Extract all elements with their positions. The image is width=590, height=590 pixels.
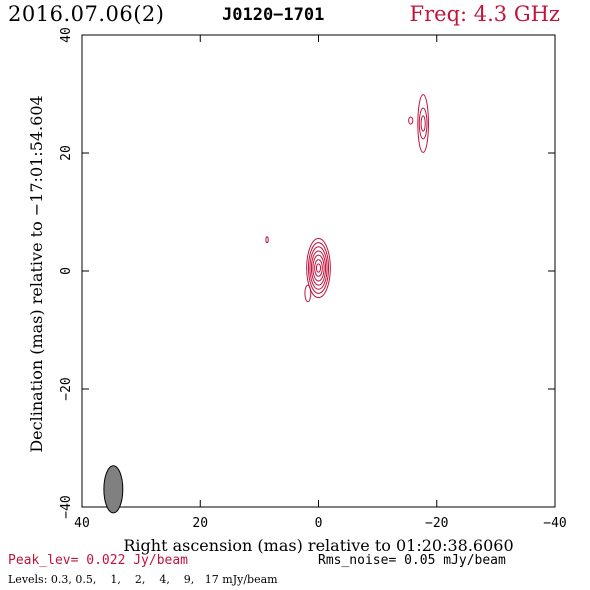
- beam-ellipse: [103, 465, 124, 514]
- contour-line: [310, 250, 327, 286]
- source-name: J0120−1701: [222, 5, 325, 25]
- contour-line: [418, 107, 428, 140]
- plot-frame: [81, 34, 556, 508]
- contour-line: [314, 259, 323, 277]
- y-tick-label: −40: [59, 495, 74, 518]
- contour-line: [306, 238, 331, 299]
- y-tick-label: 40: [59, 27, 74, 43]
- x-tick-label: 0: [315, 516, 323, 531]
- x-tick-label: −20: [425, 516, 448, 531]
- contour-line: [307, 242, 330, 294]
- rms-noise: Rms_noise= 0.05 mJy/beam: [318, 553, 506, 568]
- contour-line: [312, 254, 325, 282]
- peak-level: Peak_lev= 0.022 Jy/beam: [8, 553, 189, 568]
- contour-line: [265, 236, 269, 244]
- x-axis-label: Right ascension (mas) relative to 01:20:…: [123, 536, 513, 555]
- contour-line: [304, 284, 312, 303]
- contour-line: [408, 116, 414, 125]
- observation-date: 2016.07.06(2): [8, 2, 165, 26]
- contour-line: [417, 94, 429, 153]
- x-tick-label: 40: [74, 516, 90, 531]
- x-tick-label: 20: [192, 516, 208, 531]
- contour-line: [309, 246, 328, 290]
- y-tick-label: −20: [59, 377, 74, 400]
- contour-line: [420, 115, 426, 132]
- contour-line: [315, 263, 322, 273]
- y-tick-label: 0: [59, 267, 74, 275]
- y-tick-label: 20: [59, 145, 74, 161]
- x-tick-label: −40: [543, 516, 566, 531]
- contour-levels: Levels: 0.3, 0.5, 1, 2, 4, 9, 17 mJy/bea…: [8, 573, 278, 586]
- y-axis-label: Declination (mas) relative to −17:01:54.…: [27, 95, 46, 452]
- frequency-label: Freq: 4.3 GHz: [409, 2, 560, 26]
